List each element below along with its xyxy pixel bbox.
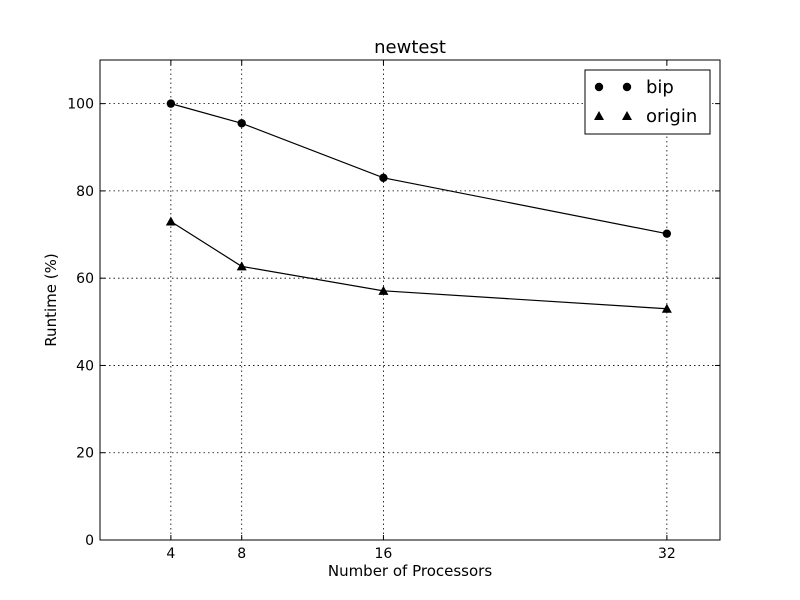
series-line-bip <box>170 103 667 235</box>
data-point-bip <box>166 99 176 108</box>
y-tick-label: 100 <box>67 97 94 113</box>
data-point-origin <box>661 303 672 313</box>
legend-marker-bip <box>594 82 604 92</box>
legend-marker-origin <box>622 111 632 120</box>
data-point-origin <box>236 261 247 271</box>
x-tick-label: 32 <box>658 546 676 562</box>
axis-ticks: 4 8 16 32 0 20 40 60 80 100 <box>67 60 720 562</box>
x-tick-label: 8 <box>237 546 246 562</box>
data-point-origin <box>165 216 176 226</box>
legend-label-bip: bip <box>646 77 674 98</box>
series-layer <box>165 99 672 313</box>
data-point-origin <box>378 285 389 295</box>
legend-marker-origin <box>594 111 604 120</box>
data-point-bip <box>662 229 672 238</box>
legend-box <box>584 69 711 135</box>
plot-frame <box>99 59 721 541</box>
x-tick-label: 4 <box>166 546 175 562</box>
data-point-bip <box>237 119 246 128</box>
chart-title: newtest <box>374 37 446 58</box>
y-tick-label: 20 <box>76 446 94 462</box>
y-tick-label: 60 <box>76 271 94 287</box>
legend: bip origin <box>584 69 711 135</box>
series-line-origin <box>170 220 667 310</box>
legend-label-origin: origin <box>646 106 697 127</box>
x-tick-label: 16 <box>375 546 393 562</box>
grid-lines <box>100 60 720 540</box>
x-axis-label: Number of Processors <box>328 562 492 580</box>
y-tick-label: 80 <box>76 184 94 200</box>
y-tick-label: 0 <box>85 533 94 549</box>
y-axis-label: Runtime (%) <box>42 253 60 346</box>
data-point-bip <box>379 173 388 183</box>
y-tick-label: 40 <box>76 358 94 374</box>
legend-marker-bip <box>622 82 632 92</box>
